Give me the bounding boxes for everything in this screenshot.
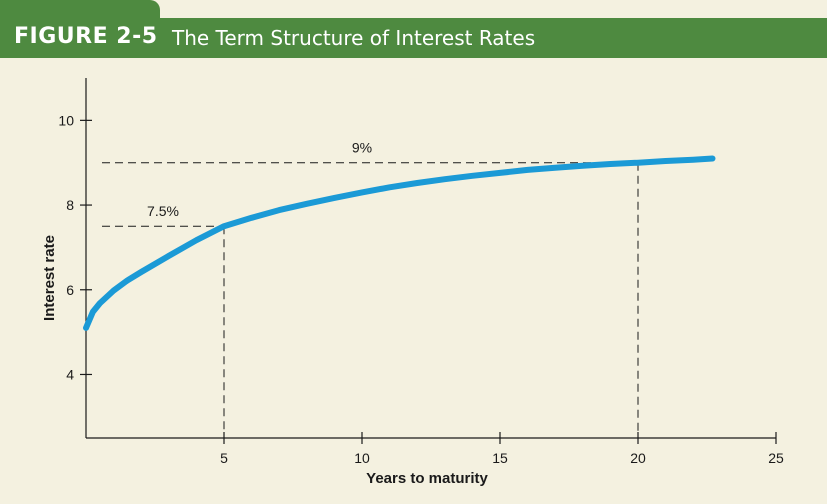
annotation-label: 9% [352,140,372,156]
figure-title: The Term Structure of Interest Rates [172,26,536,50]
y-tick-label: 6 [66,282,74,298]
annotation-label: 7.5% [147,203,179,219]
yield-curve-line [83,155,716,331]
x-tick-label: 15 [492,450,508,466]
y-tick-label: 8 [66,197,74,213]
x-tick-label: 5 [220,450,228,466]
x-tick-label: 10 [354,450,370,466]
y-tick-label: 10 [58,112,74,128]
figure-header: FIGURE 2-5 The Term Structure of Interes… [0,0,827,58]
x-tick-label: 25 [768,450,784,466]
y-tick-label: 4 [66,366,74,382]
figure-label: FIGURE 2-5 [14,24,158,49]
x-tick-label: 20 [630,450,646,466]
figure-label-tab [0,0,160,58]
y-axis-title: Interest rate [41,235,58,321]
x-axis-title: Years to maturity [366,470,488,487]
